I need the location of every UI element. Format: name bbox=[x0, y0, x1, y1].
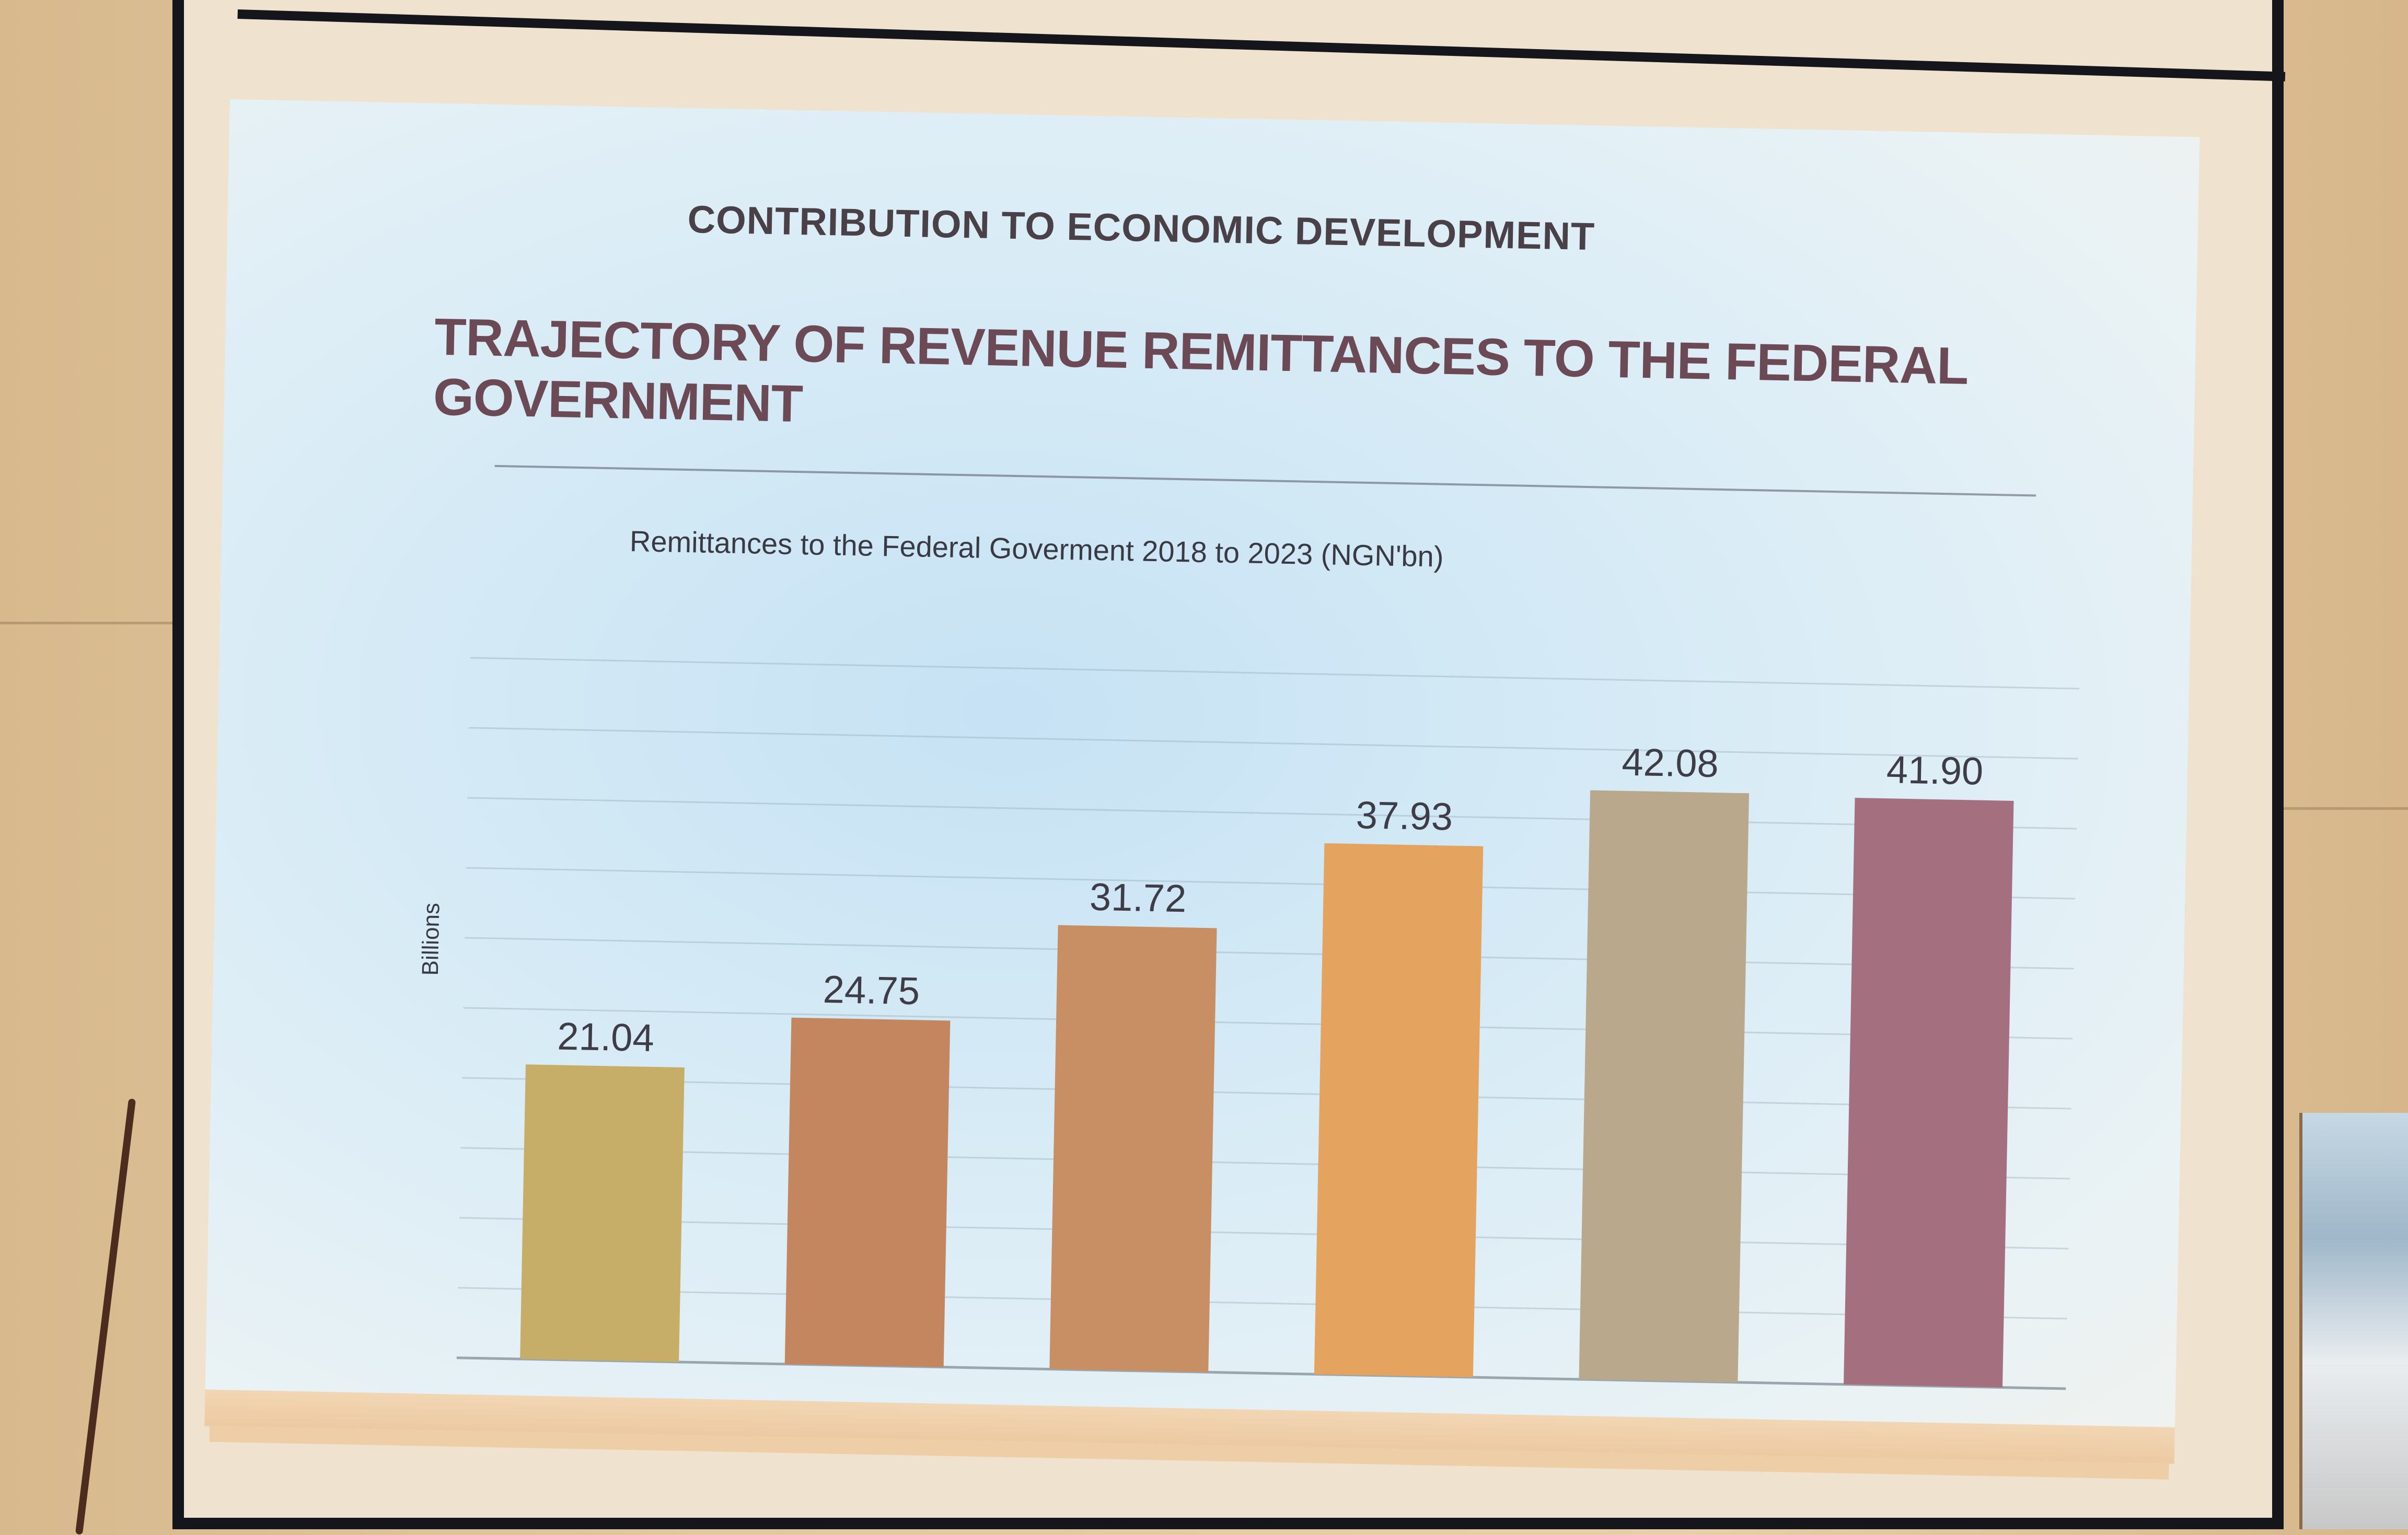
data-label-2020: 31.72 bbox=[1089, 875, 1187, 921]
slide-title: TRAJECTORY OF REVENUE REMITTANCES TO THE… bbox=[433, 307, 1968, 434]
chart-title: Remittances to the Federal Goverment 201… bbox=[629, 525, 1444, 573]
wall-poster bbox=[2299, 1113, 2408, 1529]
gridline bbox=[465, 937, 2074, 970]
bar-2019 bbox=[784, 1017, 951, 1367]
wall-seam bbox=[0, 622, 204, 624]
gridline bbox=[458, 1287, 2067, 1320]
gridline bbox=[463, 1007, 2073, 1040]
gridline bbox=[459, 1217, 2069, 1250]
gridline bbox=[460, 1147, 2070, 1180]
x-axis-line bbox=[456, 1356, 2066, 1390]
y-axis-label: Billions bbox=[418, 903, 445, 976]
slide-section-heading: CONTRIBUTION TO ECONOMIC DEVELOPMENT bbox=[687, 197, 1595, 259]
chart-gridlines bbox=[458, 657, 2080, 1320]
gridline bbox=[466, 867, 2076, 900]
bar-2018 bbox=[520, 1064, 685, 1362]
bar-chart: Remittances to the Federal Goverment 201… bbox=[418, 525, 2080, 1422]
presentation-slide: CONTRIBUTION TO ECONOMIC DEVELOPMENT TRA… bbox=[204, 99, 2200, 1464]
bar-2020 bbox=[1049, 925, 1217, 1373]
gridline bbox=[470, 657, 2080, 690]
data-label-2022: 42.08 bbox=[1622, 740, 1719, 786]
x-tick-label-2023: 2023 bbox=[1886, 1414, 1959, 1422]
wall-seam bbox=[2242, 807, 2408, 810]
data-label-2018: 21.04 bbox=[557, 1014, 655, 1060]
data-label-2023: 41.90 bbox=[1886, 748, 1984, 793]
bar-2022 bbox=[1579, 790, 1750, 1382]
power-cable bbox=[75, 1098, 136, 1535]
title-divider bbox=[494, 464, 2036, 497]
data-label-2019: 24.75 bbox=[823, 968, 920, 1013]
bar-2023 bbox=[1844, 798, 2014, 1388]
gridline bbox=[467, 797, 2077, 830]
bar-2021 bbox=[1314, 843, 1484, 1378]
data-label-2021: 37.93 bbox=[1356, 793, 1453, 839]
gridline bbox=[468, 727, 2078, 760]
gridline bbox=[462, 1077, 2071, 1110]
